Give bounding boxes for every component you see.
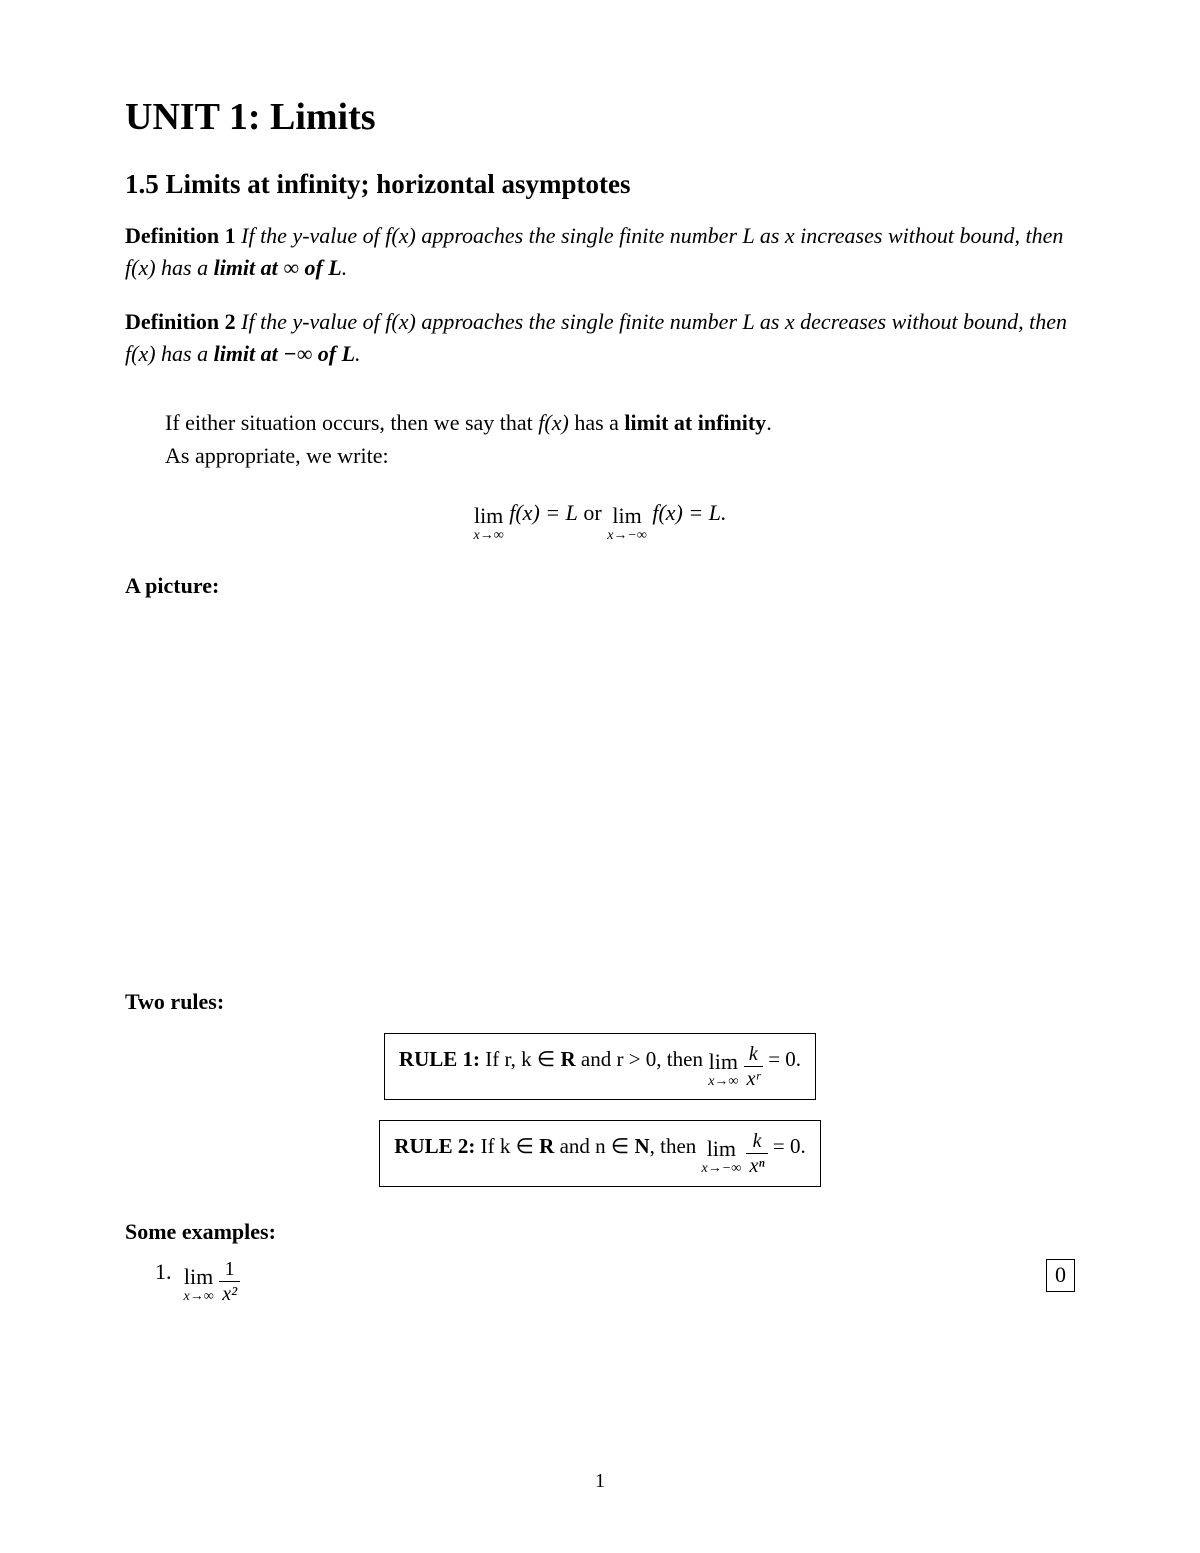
rule-1-den: xʳ [744, 1067, 763, 1089]
some-examples-label: Some examples: [125, 1219, 1075, 1245]
intro-line1-pre: If either situation occurs, then we say … [165, 410, 538, 435]
lim-1-bot: x→∞ [474, 529, 504, 543]
rule-1-eq: = 0. [763, 1047, 801, 1071]
rule-2-set2: N [634, 1134, 649, 1158]
example-1-den: x² [219, 1282, 240, 1304]
rule-2-den: xⁿ [746, 1154, 767, 1176]
rule-2-lim-bot: x→−∞ [702, 1162, 742, 1176]
rule-1-pre: If r, k ∈ [480, 1047, 560, 1071]
definition-1: Definition 1 If the y-value of f(x) appr… [125, 220, 1075, 284]
lim-1-top: lim [474, 505, 504, 527]
intro-line2: As appropriate, we write: [165, 443, 389, 468]
lim-2-bot: x→−∞ [607, 529, 647, 543]
picture-label: A picture: [125, 573, 1075, 599]
expr-1: f(x) = L [509, 500, 578, 525]
rule-1-label: RULE 1: [399, 1047, 480, 1071]
unit-title: UNIT 1: Limits [125, 95, 1075, 139]
definition-2-bold: limit at −∞ of L [214, 341, 355, 366]
definition-1-label: Definition 1 [125, 223, 236, 248]
rule-1-lim: lim x→∞ [708, 1051, 738, 1089]
example-1-number: 1. [155, 1259, 172, 1285]
expr-2: f(x) = L. [652, 500, 726, 525]
rule-2-eq: = 0. [768, 1134, 806, 1158]
lim-1: lim x→∞ [474, 505, 504, 543]
intro-line1-suffix: . [766, 410, 772, 435]
page: UNIT 1: Limits 1.5 Limits at infinity; h… [0, 0, 1200, 1553]
example-1-lim: lim x→∞ [184, 1266, 214, 1304]
rule-1-mid: and r > 0, then [576, 1047, 709, 1071]
examples-list: 1. lim x→∞ 1 x² 0 [155, 1259, 1075, 1304]
lim-2-top: lim [607, 505, 647, 527]
page-number: 1 [0, 1470, 1200, 1493]
rule-1-set1: R [560, 1047, 575, 1071]
rule-1-box: RULE 1: If r, k ∈ R and r > 0, then limx… [384, 1033, 816, 1100]
definition-1-bold: limit at ∞ of L [214, 255, 342, 280]
example-1-lim-top: lim [184, 1266, 214, 1288]
rule-2-lim: lim x→−∞ [702, 1138, 742, 1176]
two-rules-label: Two rules: [125, 989, 1075, 1015]
rule-2-mid1: and n ∈ [554, 1134, 634, 1158]
intro-line1-fx: f(x) [538, 410, 569, 435]
example-1: 1. lim x→∞ 1 x² 0 [155, 1259, 1075, 1304]
definition-2-label: Definition 2 [125, 309, 236, 334]
rule-2-pre: If k ∈ [475, 1134, 539, 1158]
example-1-answer: 0 [1046, 1259, 1075, 1291]
definition-2: Definition 2 If the y-value of f(x) appr… [125, 306, 1075, 370]
rule-2-label: RULE 2: [394, 1134, 475, 1158]
rule-1-num: k [744, 1044, 763, 1067]
definition-2-suffix: . [355, 341, 361, 366]
rule-2-frac: kxⁿ [746, 1131, 767, 1176]
intro-block: If either situation occurs, then we say … [165, 406, 1075, 472]
rule-1-lim-bot: x→∞ [708, 1075, 738, 1089]
or-text: or [583, 500, 607, 525]
rule-1-frac: kxʳ [744, 1044, 763, 1089]
rule-2-mid2: , then [650, 1134, 702, 1158]
rule-2-box: RULE 2: If k ∈ R and n ∈ N, then lim x→−∞… [379, 1120, 820, 1187]
example-1-frac: 1 x² [219, 1259, 240, 1304]
rule-1-lim-top: lim [708, 1051, 738, 1073]
intro-line1-bold: limit at infinity [624, 410, 766, 435]
definition-1-suffix: . [342, 255, 348, 280]
example-1-lim-bot: x→∞ [184, 1290, 214, 1304]
lim-2: lim x→−∞ [607, 505, 647, 543]
rule-2-num: k [746, 1131, 767, 1154]
picture-placeholder [125, 599, 1075, 979]
section-title: 1.5 Limits at infinity; horizontal asymp… [125, 169, 1075, 200]
example-1-num: 1 [219, 1259, 240, 1282]
display-equation: lim x→∞ f(x) = L or lim x→−∞ f(x) = L. [125, 500, 1075, 544]
rule-2-set1: R [539, 1134, 554, 1158]
intro-line1-mid: has a [569, 410, 625, 435]
rule-2-lim-top: lim [702, 1138, 742, 1160]
